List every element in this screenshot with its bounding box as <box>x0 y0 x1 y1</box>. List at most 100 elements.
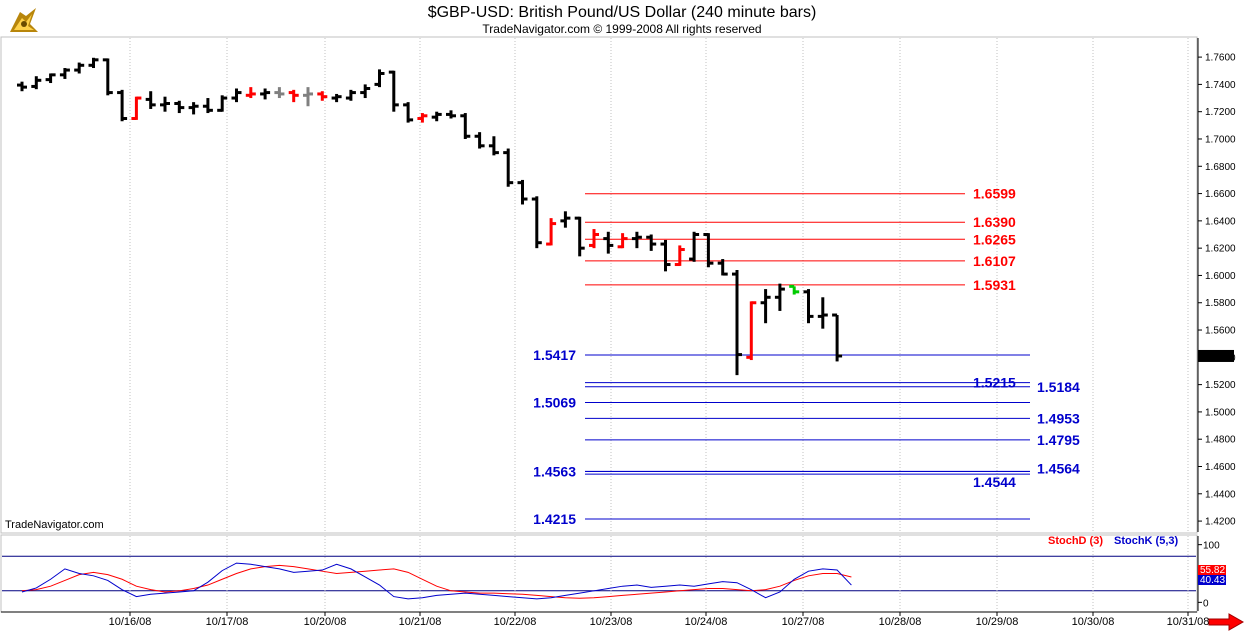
y-tick-label: 1.6000 <box>1205 271 1236 282</box>
ohlc-bar <box>31 76 42 90</box>
ohlc-bar <box>746 301 757 361</box>
ohlc-bar <box>202 98 213 114</box>
ohlc-bar <box>388 70 399 112</box>
level-label: 1.4795 <box>1037 432 1080 448</box>
date-axis: 10/16/08 10/17/08 10/20/08 10/21/08 10/22/08… <box>1 611 1210 628</box>
level-label: 1.4215 <box>533 511 576 527</box>
ohlc-bar <box>345 89 356 101</box>
ohlc-bar <box>817 297 828 329</box>
ohlc-bar <box>732 269 742 376</box>
ohlc-bar <box>231 88 242 103</box>
ohlc-bar <box>546 218 557 246</box>
ohlc-bar <box>574 216 585 257</box>
ohlc-bar <box>145 91 156 109</box>
x-tick-label: 10/20/08 <box>304 616 347 628</box>
ohlc-bar <box>660 239 671 272</box>
ohlc-bar <box>646 234 657 251</box>
ohlc-bar <box>74 62 85 74</box>
ohlc-bar <box>317 91 328 101</box>
stochk-line <box>21 562 852 600</box>
ohlc-bar <box>288 89 299 103</box>
ohlc-bar <box>560 211 571 228</box>
ohlc-bar <box>45 73 56 84</box>
ohlc-bar <box>217 95 228 112</box>
ohlc-bar <box>832 313 843 362</box>
x-tick-label: 10/22/08 <box>494 616 537 628</box>
x-tick-label: 10/31/08 <box>1167 616 1210 628</box>
y-tick-label: 1.5600 <box>1205 326 1236 337</box>
ohlc-bar <box>59 68 70 79</box>
x-tick-label: 10/21/08 <box>399 616 442 628</box>
x-tick-label: 10/29/08 <box>976 616 1019 628</box>
x-tick-label: 10/23/08 <box>590 616 633 628</box>
ohlc-bar <box>303 87 313 107</box>
ohlc-bar <box>88 57 99 69</box>
x-tick-label: 10/28/08 <box>879 616 922 628</box>
stochd-last-label: 55.82 <box>1200 565 1225 576</box>
ohlc-bar <box>160 96 170 112</box>
level-label: 1.4564 <box>1037 460 1080 476</box>
ohlc-bar <box>245 87 256 99</box>
price-axis: 1.7600 1.7400 1.7200 1.7000 1.6800 1.6600 1.64… <box>1197 38 1236 532</box>
x-tick-label: 10/16/08 <box>109 616 152 628</box>
y-tick-label: 1.4800 <box>1205 435 1236 446</box>
level-label: 1.6265 <box>973 231 1016 247</box>
level-label: 1.4563 <box>533 464 576 480</box>
stochd-last-box <box>1198 565 1226 575</box>
logo-icon[interactable] <box>10 8 38 32</box>
ohlc-bar <box>674 245 685 267</box>
y-tick-label: 1.6800 <box>1205 162 1236 173</box>
stochk-last-label: 40.43 <box>1200 575 1225 586</box>
y-tick-label: 1.5000 <box>1205 407 1236 418</box>
ohlc-bar <box>503 148 514 187</box>
legend-stochd: StochD (3) <box>1048 535 1103 547</box>
level-label: 1.6599 <box>973 186 1016 202</box>
last-price-box <box>1198 349 1234 362</box>
ohlc-bar <box>17 81 27 92</box>
stochastic-lines <box>2 536 1196 611</box>
ohlc-bar <box>703 233 714 268</box>
ohlc-bar <box>689 231 700 262</box>
ohlc-bar <box>446 110 456 119</box>
stochastic-panel <box>0 534 1198 613</box>
ohlc-bar <box>331 93 342 103</box>
scroll-right-arrow-icon[interactable] <box>1208 613 1245 631</box>
level-label: 1.6107 <box>973 253 1016 269</box>
y-tick-label: 1.7000 <box>1205 134 1236 145</box>
legend-stochk: StochK (5,3) <box>1114 535 1179 547</box>
ohlc-bar <box>431 111 442 122</box>
y-tick-label: 1.4200 <box>1205 517 1236 528</box>
watermark: TradeNavigator.com <box>5 519 104 531</box>
y-tick-label: 1.5800 <box>1205 298 1236 309</box>
level-label: 1.5417 <box>533 347 576 363</box>
y-tick-label: 1.5200 <box>1205 380 1236 391</box>
y-tick-label: 1.6200 <box>1205 244 1236 255</box>
stochk-last-box <box>1198 575 1226 585</box>
y-tick-label: 1.7400 <box>1205 80 1236 91</box>
y-tick-label: 1.6400 <box>1205 216 1236 227</box>
x-tick-label: 10/24/08 <box>685 616 728 628</box>
x-tick-label: 10/30/08 <box>1072 616 1115 628</box>
ohlc-bar <box>603 231 614 254</box>
y-tick-label: 1.4400 <box>1205 489 1236 500</box>
ohlc-bar <box>717 259 728 276</box>
level-label: 1.5069 <box>533 394 576 410</box>
level-label: 1.6390 <box>973 214 1016 230</box>
ohlc-bar <box>760 289 771 324</box>
ohlc-bar <box>102 58 113 96</box>
ohlc-bar <box>589 229 599 249</box>
ohlc-bar <box>617 233 628 249</box>
ohlc-bar <box>774 283 785 311</box>
ohlc-bar <box>374 69 385 88</box>
level-label: 1.5184 <box>1037 379 1080 395</box>
ohlc-bar <box>789 284 800 295</box>
level-label: 1.5215 <box>973 375 1016 391</box>
ohlc-bar <box>531 196 542 249</box>
ohlc-bar <box>188 102 199 115</box>
level-label: 1.4544 <box>973 474 1016 490</box>
ohlc-bar <box>460 113 471 139</box>
x-tick-label: 10/27/08 <box>782 616 825 628</box>
